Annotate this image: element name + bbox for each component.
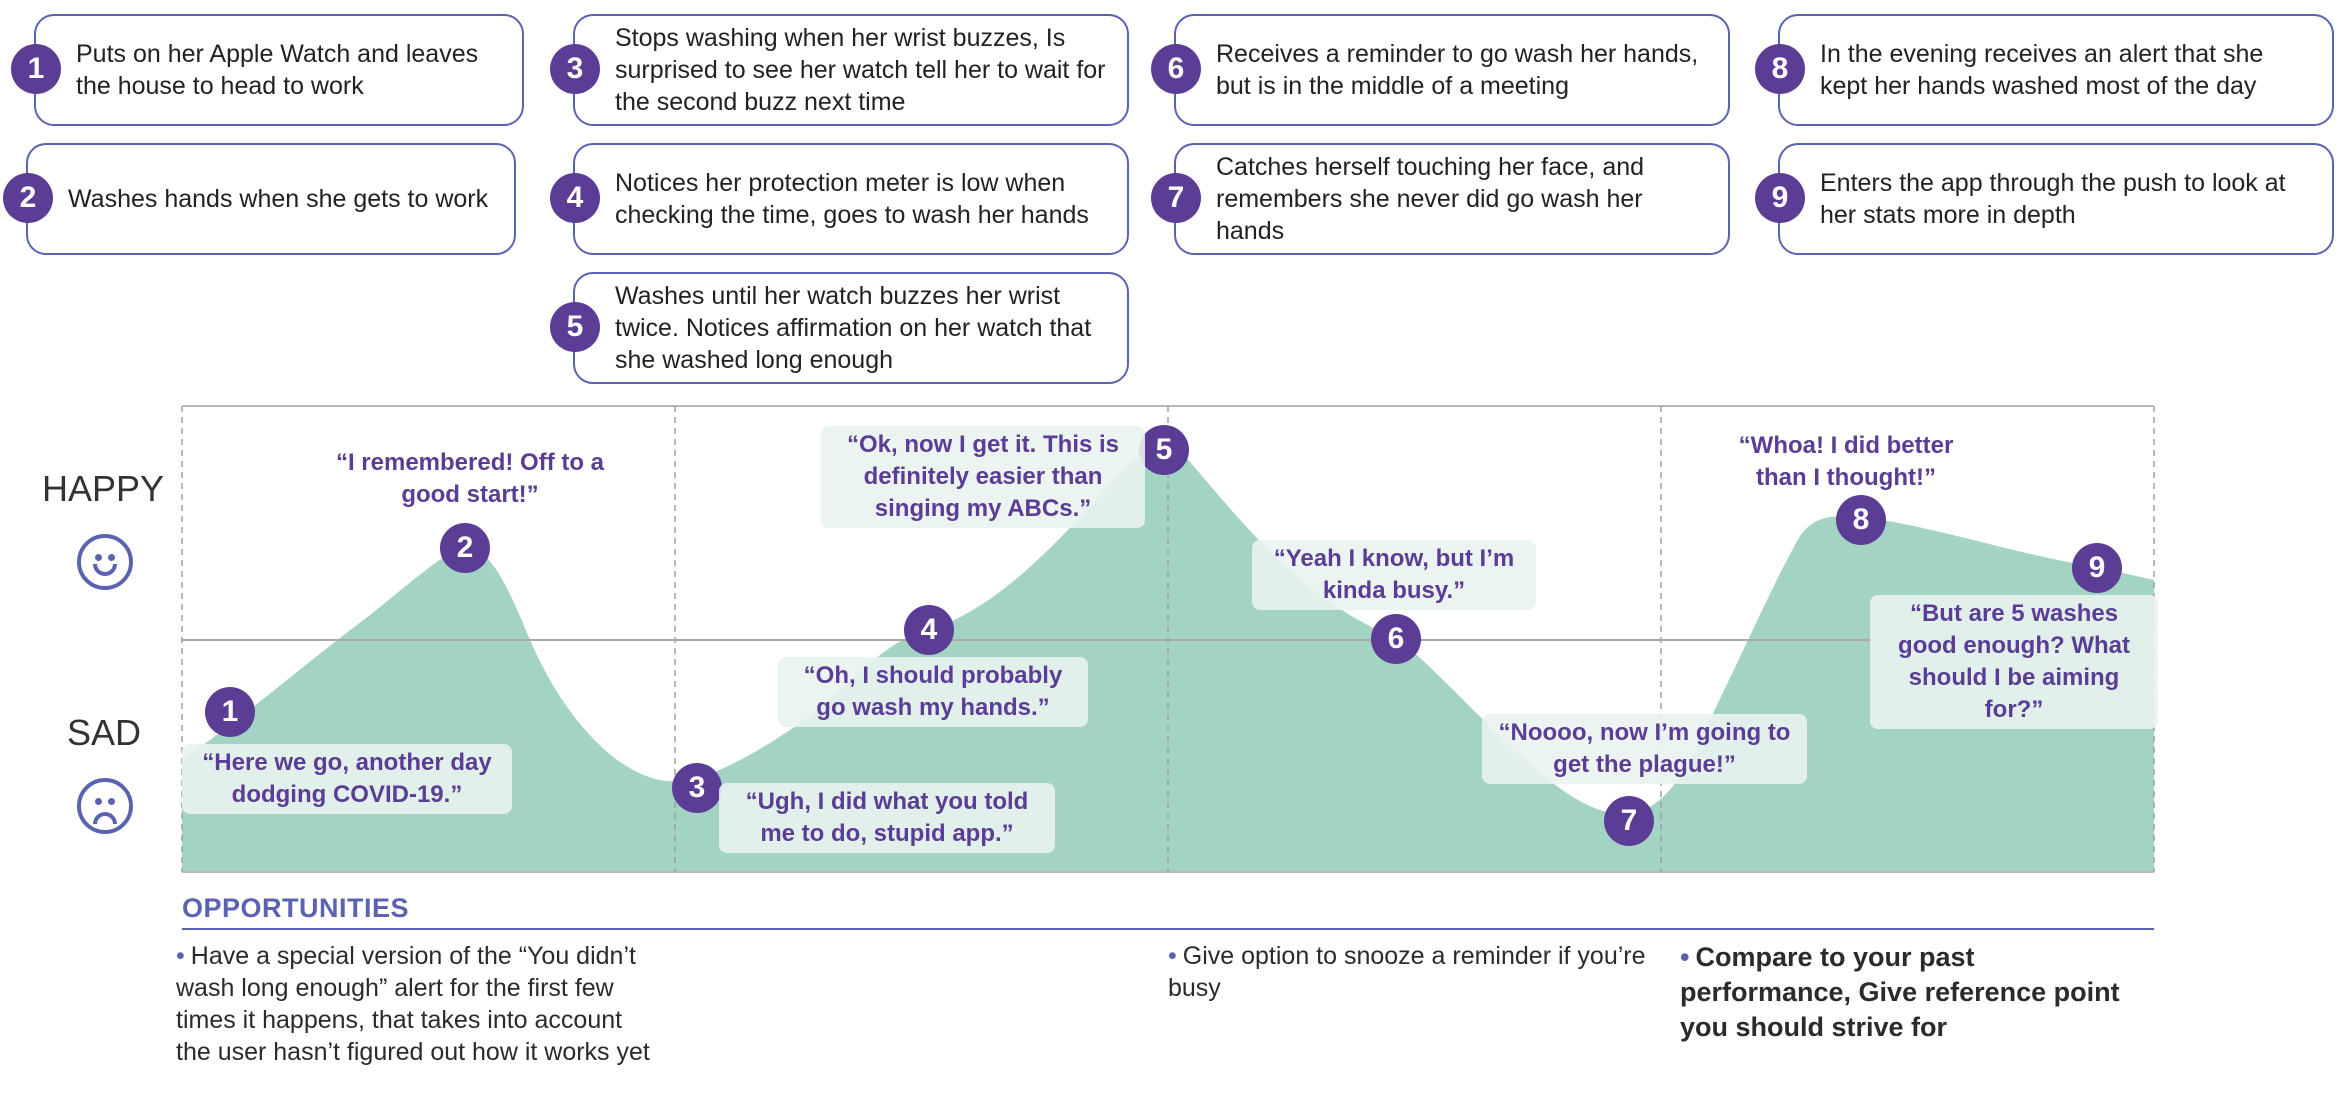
quote-6: “Yeah I know, but I’m kinda busy.”	[1252, 540, 1536, 610]
happy-label: HAPPY	[42, 468, 165, 509]
curve-point-6: 6	[1371, 614, 1421, 664]
curve-point-7: 7	[1604, 796, 1654, 846]
step-text: Washes hands when she gets to work	[68, 185, 489, 213]
opportunities-title: OPPORTUNITIES	[182, 893, 410, 923]
step-text: Stops washing when her wrist buzzes, Is …	[615, 24, 1106, 116]
step-text: Catches herself touching her face, and r…	[1216, 153, 1645, 245]
step-badge-1: 1	[11, 44, 61, 94]
step-text: Receives a reminder to go wash her hands…	[1216, 40, 1699, 100]
happy-face-icon	[77, 534, 133, 590]
step-badge-8: 8	[1755, 44, 1805, 94]
step-card-9: Enters the app through the push to look …	[1778, 143, 2334, 255]
step-badge-7: 7	[1151, 173, 1201, 223]
step-badge-4: 4	[550, 173, 600, 223]
step-badge-3: 3	[550, 44, 600, 94]
step-badge-5: 5	[550, 302, 600, 352]
curve-point-5: 5	[1139, 425, 1189, 475]
opportunity-item-1: • Have a special version of the “You didn…	[176, 940, 656, 1068]
curve-point-3: 3	[672, 763, 722, 813]
quote-3: “Ugh, I did what you told me to do, stup…	[719, 783, 1055, 853]
bullet-icon: •	[1680, 942, 1690, 972]
opportunity-text: Give option to snooze a reminder if you’…	[1168, 942, 1646, 1002]
curve-point-2: 2	[440, 523, 490, 573]
opportunity-text: Have a special version of the “You didn’…	[176, 942, 650, 1066]
quote-4: “Oh, I should probably go wash my hands.…	[778, 657, 1088, 727]
step-card-3: Stops washing when her wrist buzzes, Is …	[573, 14, 1129, 126]
step-card-4: Notices her protection meter is low when…	[573, 143, 1129, 255]
opportunity-item-3: • Compare to your past performance, Give …	[1680, 940, 2120, 1045]
quote-2: “I remembered! Off to a good start!”	[335, 449, 605, 508]
sad-face-icon	[77, 778, 133, 834]
curve-point-1: 1	[205, 687, 255, 737]
step-card-2: Washes hands when she gets to work	[26, 143, 516, 255]
step-card-5: Washes until her watch buzzes her wrist …	[573, 272, 1129, 384]
step-text: In the evening receives an alert that sh…	[1820, 40, 2264, 100]
opportunity-item-2: • Give option to snooze a reminder if you…	[1168, 940, 1658, 1004]
emotion-curve-area	[182, 443, 2154, 872]
step-badge-9: 9	[1755, 173, 1805, 223]
curve-point-9: 9	[2072, 543, 2122, 593]
quote-7: “Noooo, now I’m going to get the plague!…	[1482, 714, 1807, 784]
step-card-7: Catches herself touching her face, and r…	[1174, 143, 1730, 255]
step-card-1: Puts on her Apple Watch and leaves the h…	[34, 14, 524, 126]
quote-8: “Whoa! I did better than I thought!”	[1738, 432, 1954, 491]
step-card-8: In the evening receives an alert that sh…	[1778, 14, 2334, 126]
opportunities-divider	[182, 928, 2154, 930]
curve-point-8: 8	[1836, 495, 1886, 545]
step-text: Puts on her Apple Watch and leaves the h…	[76, 40, 479, 100]
sad-label: SAD	[67, 712, 142, 753]
bullet-icon: •	[1168, 942, 1177, 970]
opportunity-text: Compare to your past performance, Give r…	[1680, 942, 2120, 1042]
step-badge-6: 6	[1151, 44, 1201, 94]
quote-1: “Here we go, another day dodging COVID-1…	[182, 744, 512, 814]
quote-9: “But are 5 washes good enough? What shou…	[1870, 595, 2158, 729]
step-text: Enters the app through the push to look …	[1820, 169, 2286, 229]
curve-point-4: 4	[904, 605, 954, 655]
step-text: Notices her protection meter is low when…	[615, 169, 1089, 229]
step-badge-2: 2	[3, 173, 53, 223]
step-text: Washes until her watch buzzes her wrist …	[615, 282, 1092, 374]
bullet-icon: •	[176, 942, 185, 970]
step-card-6: Receives a reminder to go wash her hands…	[1174, 14, 1730, 126]
quote-5: “Ok, now I get it. This is definitely ea…	[821, 426, 1145, 528]
